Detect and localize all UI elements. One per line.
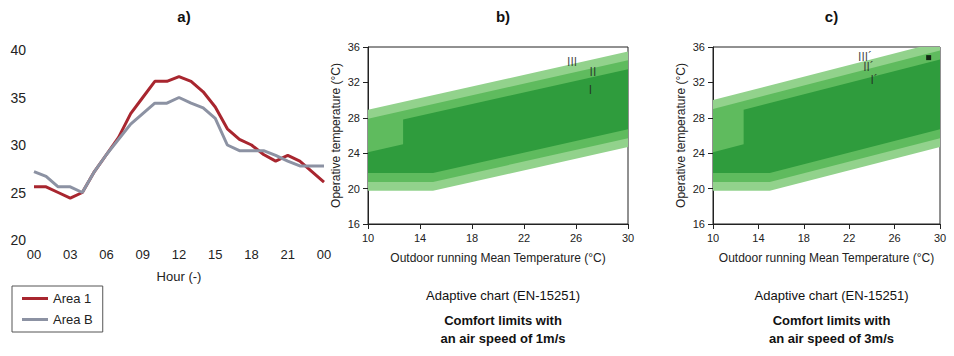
svg-text:III: III xyxy=(567,55,577,69)
svg-text:Comfort limits with: Comfort limits with xyxy=(773,313,891,328)
svg-text:Outdoor running Mean Temperatu: Outdoor running Mean Temperature (°C) xyxy=(390,251,605,265)
svg-text:00: 00 xyxy=(317,247,331,262)
svg-text:an air speed of 1m/s: an air speed of 1m/s xyxy=(441,331,566,346)
svg-text:03: 03 xyxy=(63,247,77,262)
svg-text:Comfort limits with: Comfort limits with xyxy=(444,313,562,328)
svg-text:36: 36 xyxy=(348,41,360,53)
svg-text:21: 21 xyxy=(281,247,295,262)
svg-text:20: 20 xyxy=(348,183,360,195)
svg-text:15: 15 xyxy=(208,247,222,262)
svg-text:a): a) xyxy=(177,8,190,25)
svg-text:10: 10 xyxy=(707,232,719,244)
svg-text:16: 16 xyxy=(348,218,360,230)
svg-text:Adaptive chart (EN-15251): Adaptive chart (EN-15251) xyxy=(426,288,580,303)
svg-text:10: 10 xyxy=(362,232,374,244)
svg-text:30: 30 xyxy=(10,137,26,153)
svg-text:Operative temperature (°C): Operative temperature (°C) xyxy=(329,63,343,208)
svg-text:36: 36 xyxy=(693,41,705,53)
svg-text:40: 40 xyxy=(10,42,26,58)
svg-text:b): b) xyxy=(496,8,510,25)
svg-text:18: 18 xyxy=(798,232,810,244)
svg-text:30: 30 xyxy=(934,232,946,244)
svg-text:I´: I´ xyxy=(870,73,877,87)
svg-text:12: 12 xyxy=(172,247,186,262)
svg-text:32: 32 xyxy=(693,76,705,88)
svg-text:24: 24 xyxy=(693,147,705,159)
svg-text:14: 14 xyxy=(414,232,426,244)
svg-text:an air speed of 3m/s: an air speed of 3m/s xyxy=(769,331,894,346)
svg-text:c): c) xyxy=(825,8,838,25)
svg-text:22: 22 xyxy=(843,232,855,244)
svg-text:Area B: Area B xyxy=(53,312,93,327)
svg-text:Adaptive chart (EN-15251): Adaptive chart (EN-15251) xyxy=(755,288,909,303)
svg-text:20: 20 xyxy=(10,232,26,248)
svg-text:26: 26 xyxy=(888,232,900,244)
svg-text:Hour (-): Hour (-) xyxy=(157,269,202,284)
svg-text:II: II xyxy=(590,65,597,79)
svg-text:35: 35 xyxy=(10,90,26,106)
svg-text:18: 18 xyxy=(244,247,258,262)
svg-text:28: 28 xyxy=(348,112,360,124)
svg-text:28: 28 xyxy=(693,112,705,124)
svg-text:24: 24 xyxy=(348,147,360,159)
svg-text:22: 22 xyxy=(518,232,530,244)
svg-text:20: 20 xyxy=(693,183,705,195)
svg-text:25: 25 xyxy=(10,185,26,201)
svg-text:Outdoor running Mean Temperatu: Outdoor running Mean Temperature (°C) xyxy=(719,251,934,265)
svg-text:06: 06 xyxy=(99,247,113,262)
svg-text:26: 26 xyxy=(570,232,582,244)
svg-text:Operative temperature (°C): Operative temperature (°C) xyxy=(674,63,688,208)
svg-text:30: 30 xyxy=(622,232,634,244)
svg-text:18: 18 xyxy=(466,232,478,244)
svg-text:09: 09 xyxy=(136,247,150,262)
svg-text:32: 32 xyxy=(348,76,360,88)
svg-text:II´: II´ xyxy=(863,60,874,75)
svg-text:I: I xyxy=(589,83,592,97)
svg-text:III´: III´ xyxy=(858,49,873,64)
svg-text:00: 00 xyxy=(27,247,41,262)
svg-text:14: 14 xyxy=(752,232,764,244)
svg-text:16: 16 xyxy=(693,218,705,230)
svg-text:Area 1: Area 1 xyxy=(53,291,91,306)
